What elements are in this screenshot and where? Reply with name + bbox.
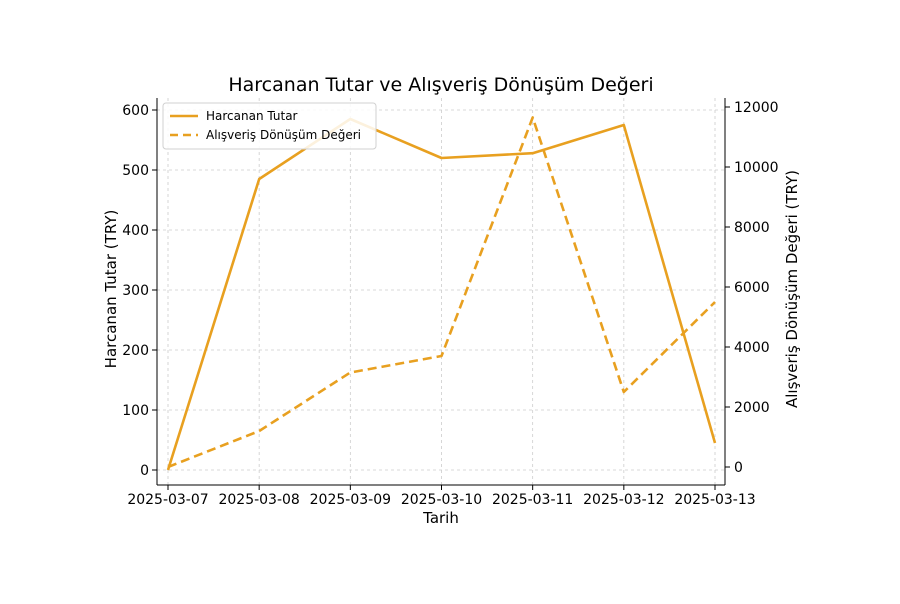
right-y-axis-label: Alışveriş Dönüşüm Değeri (TRY) xyxy=(783,170,801,408)
legend-label-donusum-degeri: Alışveriş Dönüşüm Değeri xyxy=(206,128,361,142)
right-y-tick-label: 8000 xyxy=(734,220,770,236)
left-y-axis-label: Harcanan Tutar (TRY) xyxy=(102,210,120,369)
left-y-tick-label: 600 xyxy=(122,103,149,119)
x-tick-label: 2025-03-09 xyxy=(310,492,391,508)
left-y-tick-label: 400 xyxy=(122,223,149,239)
right-y-tick-label: 10000 xyxy=(734,160,779,176)
left-y-tick-label: 100 xyxy=(122,403,149,419)
x-tick-label: 2025-03-07 xyxy=(127,492,208,508)
right-y-tick-label: 2000 xyxy=(734,400,770,416)
x-tick-label: 2025-03-10 xyxy=(401,492,482,508)
right-y-tick-label: 6000 xyxy=(734,280,770,296)
chart-title: Harcanan Tutar ve Alışveriş Dönüşüm Değe… xyxy=(228,74,653,96)
right-y-tick-label: 0 xyxy=(734,460,743,476)
left-y-tick-label: 500 xyxy=(122,163,149,179)
legend: Harcanan Tutar Alışveriş Dönüşüm Değeri xyxy=(163,103,376,149)
x-tick-label: 2025-03-12 xyxy=(583,492,664,508)
x-tick-label: 2025-03-08 xyxy=(218,492,299,508)
legend-label-harcanan-tutar: Harcanan Tutar xyxy=(206,109,298,123)
x-tick-label: 2025-03-11 xyxy=(492,492,573,508)
right-y-tick-label: 4000 xyxy=(734,340,770,356)
left-y-tick-label: 0 xyxy=(140,463,149,479)
x-tick-label: 2025-03-13 xyxy=(674,492,755,508)
right-y-tick-label: 12000 xyxy=(734,100,779,116)
x-axis-label: Tarih xyxy=(422,509,459,527)
left-y-tick-label: 200 xyxy=(122,343,149,359)
left-y-tick-label: 300 xyxy=(122,283,149,299)
